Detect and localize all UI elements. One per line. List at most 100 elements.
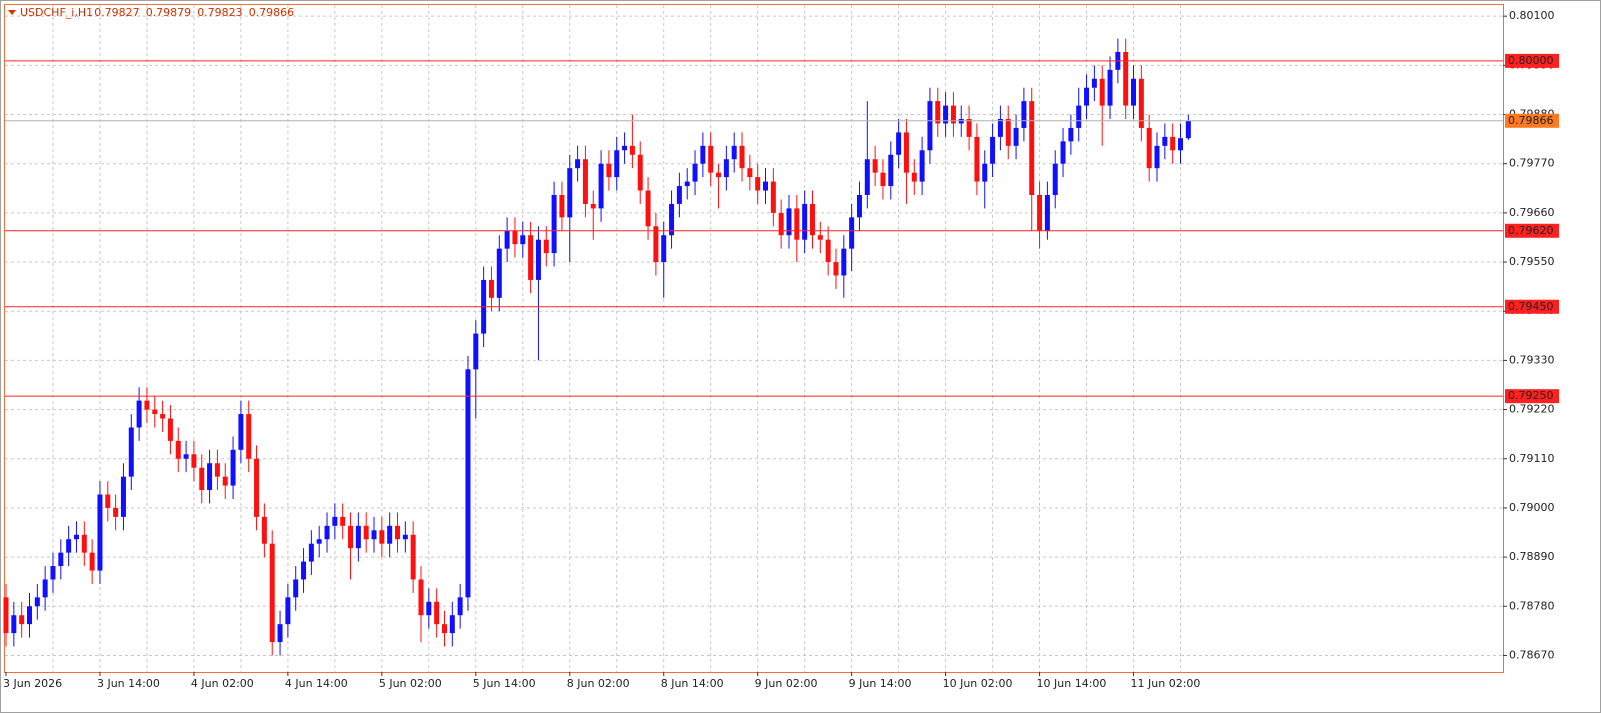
y-tick-label: 0.79330 bbox=[1509, 353, 1555, 366]
candle-body bbox=[543, 239, 549, 254]
x-tick-label: 11 Jun 02:00 bbox=[1131, 677, 1201, 690]
level-label-box bbox=[1505, 53, 1559, 68]
candle-body bbox=[739, 145, 745, 169]
header-arrow bbox=[8, 10, 16, 15]
candle-body bbox=[426, 601, 432, 616]
candle-body bbox=[371, 530, 377, 540]
candle-body bbox=[927, 101, 933, 151]
y-tick-label: 0.79660 bbox=[1509, 206, 1555, 219]
candle-body bbox=[11, 615, 17, 634]
level-label-box bbox=[1505, 389, 1559, 404]
candle-body bbox=[167, 418, 173, 441]
candle-body bbox=[684, 181, 690, 187]
level-label: 0.79250 bbox=[1508, 389, 1554, 402]
candle-body bbox=[535, 239, 541, 280]
candle-body bbox=[637, 154, 643, 191]
candle-body bbox=[794, 208, 800, 240]
candle-body bbox=[26, 606, 32, 625]
candle-body bbox=[512, 230, 518, 245]
candle-body bbox=[285, 597, 291, 625]
x-tick-label: 8 Jun 02:00 bbox=[567, 677, 630, 690]
x-tick-label: 3 Jun 2026 bbox=[3, 677, 62, 690]
candle-body bbox=[778, 212, 784, 236]
candle-body bbox=[504, 230, 510, 249]
candle-body bbox=[105, 494, 111, 508]
candle-body bbox=[943, 105, 949, 124]
candle-body bbox=[833, 262, 839, 276]
candle-body bbox=[880, 172, 886, 187]
candle-body bbox=[113, 507, 119, 517]
y-tick-label: 0.79110 bbox=[1509, 452, 1555, 465]
candle-body bbox=[214, 463, 220, 477]
candle-body bbox=[222, 476, 228, 486]
candle-body bbox=[1060, 141, 1066, 164]
y-tick-label: 0.79550 bbox=[1509, 255, 1555, 268]
candle-body bbox=[488, 279, 494, 298]
candle-body bbox=[903, 132, 909, 173]
x-tick-label: 10 Jun 02:00 bbox=[943, 677, 1013, 690]
candle-body bbox=[653, 226, 659, 263]
candle-body bbox=[622, 145, 628, 151]
candle-body bbox=[1044, 194, 1050, 231]
candle-body bbox=[575, 159, 581, 169]
candle-body bbox=[254, 458, 260, 517]
candle-body bbox=[1131, 78, 1137, 106]
candle-body bbox=[692, 163, 698, 182]
candle-body bbox=[786, 208, 792, 236]
candle-body bbox=[669, 203, 675, 236]
candle-body bbox=[896, 132, 902, 155]
candle-body bbox=[66, 539, 72, 553]
candle-body bbox=[645, 190, 651, 227]
candle-body bbox=[911, 172, 917, 182]
candle-body bbox=[340, 516, 346, 526]
candle-body bbox=[324, 525, 330, 540]
candle-body bbox=[355, 525, 361, 549]
candle-body bbox=[128, 427, 134, 477]
candle-body bbox=[731, 145, 737, 160]
candle-body bbox=[308, 543, 314, 562]
candle-body bbox=[919, 150, 925, 182]
x-tick-label: 5 Jun 14:00 bbox=[473, 677, 536, 690]
candle-body bbox=[864, 159, 870, 195]
candle-body bbox=[935, 101, 941, 124]
level-label: 0.80000 bbox=[1508, 54, 1554, 67]
bid-label-box bbox=[1505, 113, 1559, 128]
x-tick-label: 5 Jun 02:00 bbox=[379, 677, 442, 690]
candle-body bbox=[763, 181, 769, 191]
y-tick-label: 0.78780 bbox=[1509, 599, 1555, 612]
candle-body bbox=[1021, 101, 1027, 128]
candle-body bbox=[1068, 127, 1074, 142]
x-tick-label: 9 Jun 14:00 bbox=[849, 677, 912, 690]
header-value: 0.79823 bbox=[197, 6, 243, 19]
candle-body bbox=[716, 172, 722, 178]
candle-body bbox=[676, 186, 682, 204]
candle-body bbox=[238, 414, 244, 450]
candle-body bbox=[277, 624, 283, 643]
candle-body bbox=[1154, 145, 1160, 169]
candle-body bbox=[950, 105, 956, 124]
bid-label: 0.79866 bbox=[1508, 114, 1554, 127]
candle-body bbox=[770, 181, 776, 213]
candle-body bbox=[551, 194, 557, 254]
axes: 0.801000.799900.798800.797700.796600.795… bbox=[3, 9, 1559, 690]
candle-body bbox=[152, 409, 158, 415]
candle-body bbox=[160, 414, 166, 419]
candle-body bbox=[1005, 118, 1011, 146]
candle-body bbox=[1170, 136, 1176, 151]
candle-body bbox=[348, 525, 354, 549]
candle-body bbox=[441, 624, 447, 634]
x-tick-label: 4 Jun 02:00 bbox=[191, 677, 254, 690]
plot-area bbox=[4, 4, 1504, 673]
candle-body bbox=[465, 369, 471, 598]
candle-body bbox=[520, 235, 526, 245]
candle-body bbox=[1084, 87, 1090, 106]
candle-body bbox=[700, 145, 706, 164]
candle-body bbox=[81, 534, 87, 553]
candle-body bbox=[418, 579, 424, 616]
candle-body bbox=[528, 235, 534, 280]
candle-body bbox=[402, 534, 408, 540]
candle-body bbox=[982, 163, 988, 182]
y-tick-label: 0.78890 bbox=[1509, 550, 1555, 563]
candle-body bbox=[449, 615, 455, 634]
